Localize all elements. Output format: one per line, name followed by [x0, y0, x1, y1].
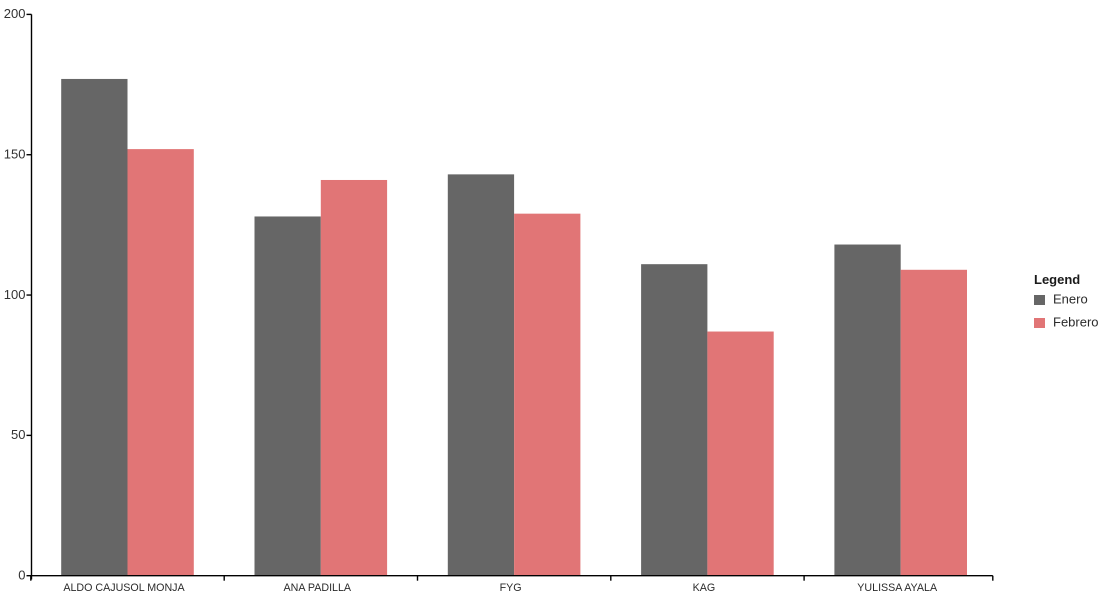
svg-text:150: 150: [4, 147, 26, 162]
svg-text:YULISSA AYALA: YULISSA AYALA: [857, 582, 938, 594]
svg-text:ANA PADILLA: ANA PADILLA: [284, 582, 352, 594]
svg-text:Enero: Enero: [1053, 292, 1088, 307]
svg-text:0: 0: [18, 568, 25, 583]
svg-text:FYG: FYG: [500, 582, 522, 594]
svg-text:Legend: Legend: [1034, 272, 1080, 287]
svg-text:100: 100: [4, 287, 26, 302]
svg-text:50: 50: [11, 427, 25, 442]
svg-text:KAG: KAG: [693, 582, 716, 594]
svg-text:200: 200: [4, 6, 26, 21]
svg-text:Febrero: Febrero: [1053, 315, 1099, 330]
svg-text:ALDO CAJUSOL MONJA: ALDO CAJUSOL MONJA: [63, 582, 185, 594]
